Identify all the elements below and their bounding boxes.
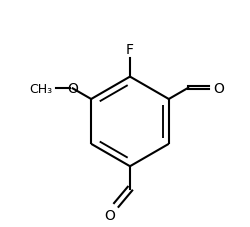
- Text: O: O: [104, 208, 115, 222]
- Text: O: O: [213, 81, 224, 95]
- Text: F: F: [126, 43, 134, 57]
- Text: CH₃: CH₃: [29, 82, 52, 95]
- Text: O: O: [67, 82, 78, 96]
